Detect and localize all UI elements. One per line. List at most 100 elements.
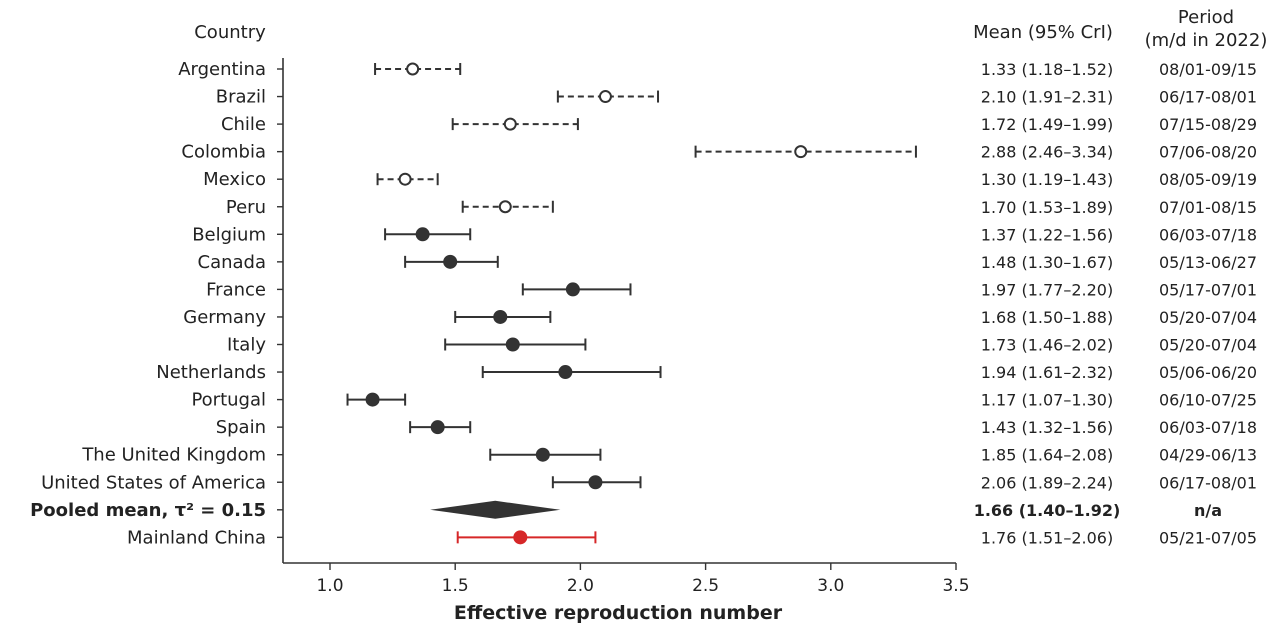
- x-tick-label: 1.0: [316, 576, 343, 596]
- country-label: Peru: [226, 197, 266, 218]
- country-label: France: [206, 279, 266, 300]
- forest-row: Germany 1.68 (1.50–1.88) 05/20-07/04: [183, 307, 1257, 328]
- mean-point: [513, 530, 528, 545]
- period-value: 04/29-06/13: [1159, 446, 1257, 465]
- period-value: 06/17-08/01: [1159, 473, 1257, 492]
- period-value: 05/06-06/20: [1159, 363, 1257, 382]
- country-label: Spain: [216, 417, 266, 438]
- forest-row: Belgium 1.37 (1.22–1.56) 06/03-07/18: [192, 224, 1257, 245]
- mean-point: [505, 337, 520, 352]
- mean-ci-value: 1.97 (1.77–2.20): [981, 280, 1113, 299]
- period-value: 05/21-07/05: [1159, 528, 1257, 547]
- forest-row: The United Kingdom 1.85 (1.64–2.08) 04/29-…: [81, 445, 1257, 466]
- mean-ci-value: 1.85 (1.64–2.08): [981, 446, 1113, 465]
- mean-point: [415, 227, 430, 242]
- period-value: 06/03-07/18: [1159, 418, 1257, 437]
- pooled-diamond: [430, 500, 561, 519]
- x-tick-label: 2.5: [692, 576, 719, 596]
- period-value: 07/06-08/20: [1159, 143, 1257, 162]
- mean-point: [365, 392, 380, 407]
- mean-ci-value: 1.17 (1.07–1.30): [981, 391, 1113, 410]
- forest-row: Brazil 2.10 (1.91–2.31) 06/17-08/01: [216, 87, 1257, 108]
- period-value: 06/17-08/01: [1159, 88, 1257, 107]
- mean-ci-value: 1.94 (1.61–2.32): [981, 363, 1113, 382]
- mean-point: [398, 172, 412, 186]
- mean-ci-value: 2.06 (1.89–2.24): [981, 473, 1113, 492]
- axes: 1.0 1.5 2.0 2.5 3.0 3.5: [282, 58, 970, 596]
- mean-ci-value: 1.43 (1.32–1.56): [981, 418, 1113, 437]
- forest-row: Netherlands 1.94 (1.61–2.32) 05/06-06/20: [156, 362, 1257, 383]
- period-value: 05/20-07/04: [1159, 308, 1257, 327]
- period-value: 08/05-09/19: [1159, 170, 1257, 189]
- country-label: Netherlands: [156, 362, 266, 383]
- forest-row: Spain 1.43 (1.32–1.56) 06/03-07/18: [216, 417, 1257, 438]
- country-label: Belgium: [192, 224, 266, 245]
- mean-point: [558, 365, 573, 380]
- country-label: Argentina: [178, 59, 266, 80]
- period-value: n/a: [1194, 501, 1222, 520]
- mean-ci-value: 2.88 (2.46–3.34): [981, 143, 1113, 162]
- mean-ci-value: 1.66 (1.40–1.92): [974, 501, 1121, 520]
- mean-ci-value: 2.10 (1.91–2.31): [981, 88, 1113, 107]
- forest-row: United States of America 2.06 (1.89–2.24)…: [41, 472, 1257, 493]
- mean-header: Mean (95% CrI): [973, 22, 1113, 43]
- rows: Argentina 1.33 (1.18–1.52) 08/01-09/15 Braz…: [30, 59, 1257, 548]
- country-label: Germany: [183, 307, 266, 328]
- period-value: 06/03-07/18: [1159, 225, 1257, 244]
- mean-point: [565, 282, 580, 297]
- forest-row: France 1.97 (1.77–2.20) 05/17-07/01: [206, 279, 1257, 300]
- country-label: Pooled mean, τ² = 0.15: [30, 500, 266, 521]
- period-value: 07/01-08/15: [1159, 198, 1257, 217]
- mean-point: [493, 309, 508, 324]
- forest-row: Peru 1.70 (1.53–1.89) 07/01-08/15: [226, 197, 1257, 218]
- period-header: Period: [1178, 7, 1234, 28]
- country-label: The United Kingdom: [81, 445, 266, 466]
- forest-row: Chile 1.72 (1.49–1.99) 07/15-08/29: [221, 114, 1257, 135]
- x-tick-label: 3.5: [942, 576, 969, 596]
- country-label: Chile: [221, 114, 266, 135]
- period-value: 05/20-07/04: [1159, 336, 1257, 355]
- mean-point: [503, 117, 517, 131]
- x-tick-label: 3.0: [817, 576, 844, 596]
- country-header: Country: [194, 22, 266, 43]
- mean-point: [535, 447, 550, 462]
- forest-row: Mexico 1.30 (1.19–1.43) 08/05-09/19: [203, 169, 1257, 190]
- forest-row: Italy 1.73 (1.46–2.02) 05/20-07/04: [227, 335, 1257, 356]
- forest-row: Portugal 1.17 (1.07–1.30) 06/10-07/25: [191, 390, 1257, 411]
- mean-point: [443, 254, 458, 269]
- mean-point: [598, 90, 612, 104]
- mean-ci-value: 1.30 (1.19–1.43): [981, 170, 1113, 189]
- country-label: Mexico: [203, 169, 266, 190]
- period-value: 08/01-09/15: [1159, 60, 1257, 79]
- country-label: Portugal: [191, 390, 266, 411]
- mean-ci-value: 1.48 (1.30–1.67): [981, 253, 1113, 272]
- mean-ci-value: 1.73 (1.46–2.02): [981, 336, 1113, 355]
- mean-point: [498, 200, 512, 214]
- country-label: Canada: [198, 252, 267, 273]
- mean-ci-value: 1.37 (1.22–1.56): [981, 225, 1113, 244]
- mean-point: [406, 62, 420, 76]
- x-tick-label: 1.5: [442, 576, 469, 596]
- country-label: Italy: [227, 335, 266, 356]
- forest-row: Canada 1.48 (1.30–1.67) 05/13-06/27: [198, 252, 1258, 273]
- forest-row: Colombia 2.88 (2.46–3.34) 07/06-08/20: [181, 142, 1257, 163]
- x-tick-label: 2.0: [567, 576, 594, 596]
- mean-ci-value: 1.76 (1.51–2.06): [981, 528, 1113, 547]
- country-label: Brazil: [216, 87, 266, 108]
- country-label: Mainland China: [127, 527, 266, 548]
- mean-point: [588, 475, 603, 490]
- forest-row: Argentina 1.33 (1.18–1.52) 08/01-09/15: [178, 59, 1257, 80]
- period-value: 06/10-07/25: [1159, 391, 1257, 410]
- period-value: 07/15-08/29: [1159, 115, 1257, 134]
- country-label: United States of America: [41, 472, 266, 493]
- x-axis-label: Effective reproduction number: [454, 602, 783, 624]
- mean-ci-value: 1.68 (1.50–1.88): [981, 308, 1113, 327]
- forest-row: Pooled mean, τ² = 0.15 1.66 (1.40–1.92) n/…: [30, 500, 1222, 521]
- forest-row: Mainland China 1.76 (1.51–2.06) 05/21-07/0…: [127, 527, 1257, 548]
- mean-ci-value: 1.72 (1.49–1.99): [981, 115, 1113, 134]
- mean-point: [794, 145, 808, 159]
- mean-ci-value: 1.33 (1.18–1.52): [981, 60, 1113, 79]
- mean-point: [430, 420, 445, 435]
- period-value: 05/17-07/01: [1159, 280, 1257, 299]
